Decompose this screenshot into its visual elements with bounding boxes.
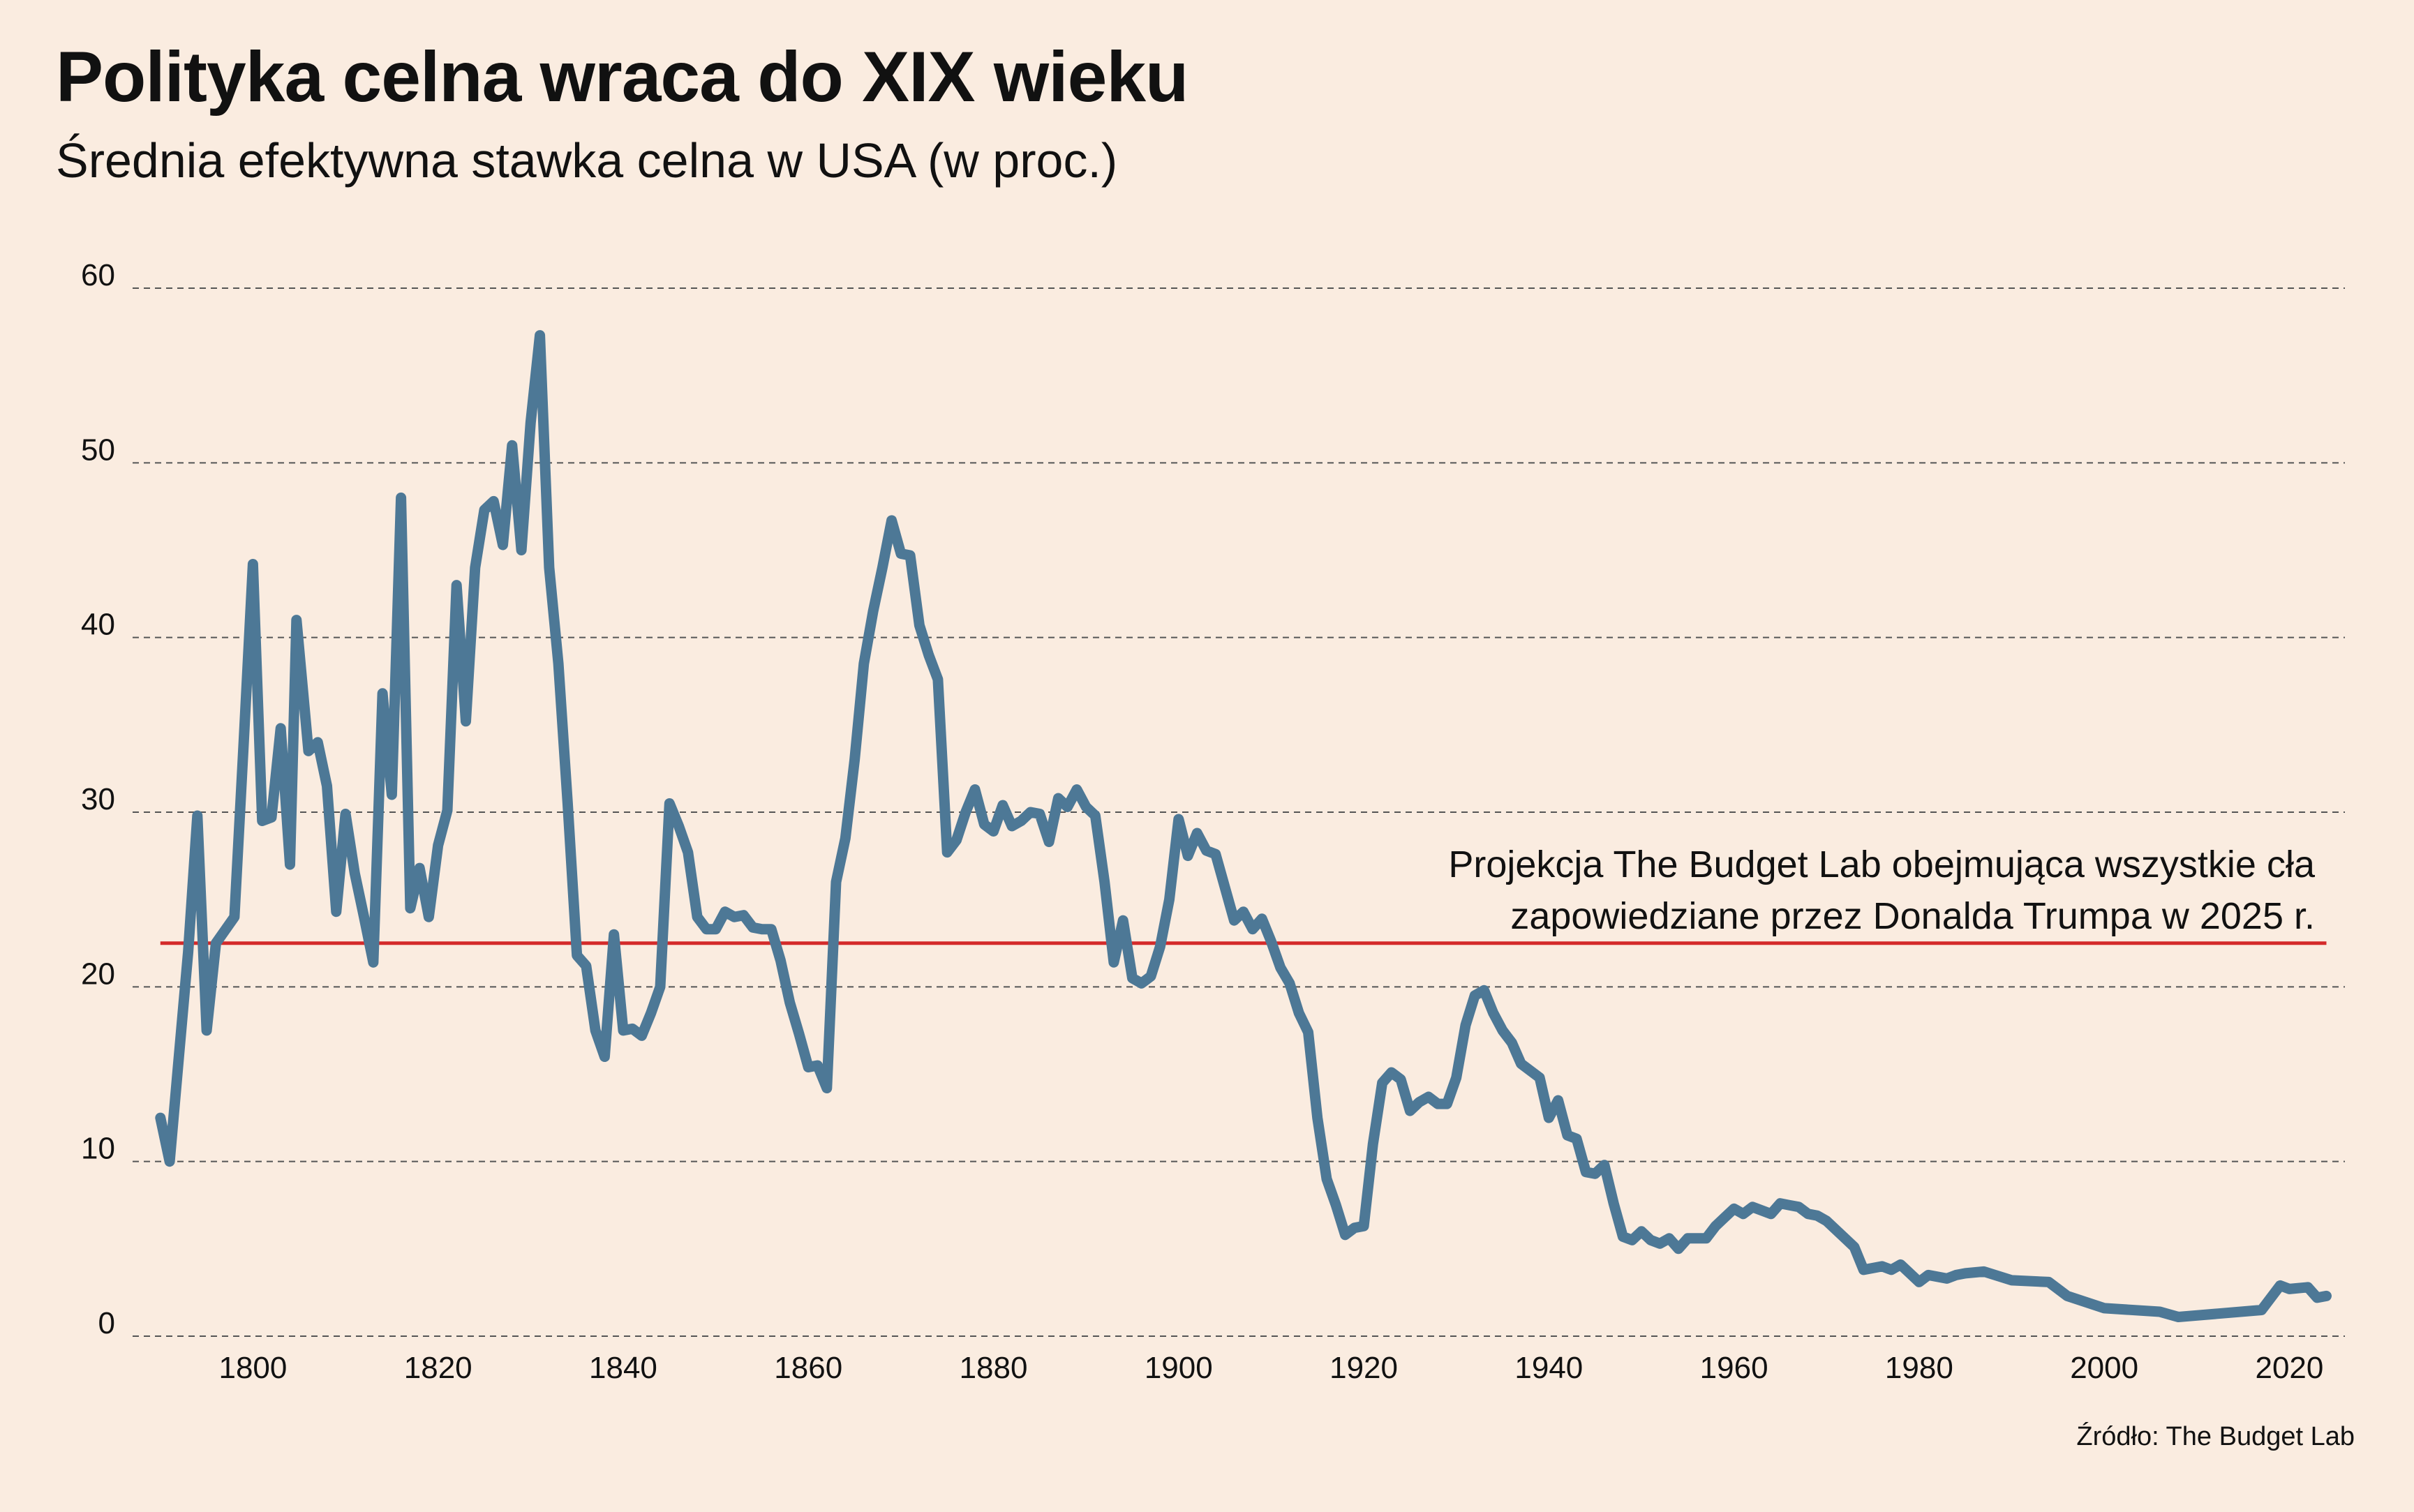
y-axis-ticks: 0 10 20 30 40 50 60 [81,258,115,1340]
tariff-rate-line [155,330,2332,1322]
x-tick-label: 1860 [774,1351,842,1385]
series-layer [155,330,2332,1322]
source-note: Źródło: The Budget Lab [2076,1422,2355,1451]
y-tick-label: 30 [81,782,115,816]
projection-label-line-2: zapowiedziane przez Donalda Trumpa w 202… [1510,895,2315,937]
projection-layer: Projekcja The Budget Lab obejmująca wszy… [160,844,2327,945]
y-tick-label: 10 [81,1132,115,1166]
y-tick-label: 50 [81,433,115,467]
x-tick-label: 2020 [2255,1351,2323,1385]
x-tick-label: 2000 [2070,1351,2138,1385]
x-tick-label: 1820 [404,1351,472,1385]
projection-label-line-1: Projekcja The Budget Lab obejmująca wszy… [1448,844,2316,885]
x-tick-label: 1800 [218,1351,287,1385]
chart-subtitle: Średnia efektywna stawka celna w USA (w … [56,133,1118,188]
gridlines [133,287,2345,1337]
y-tick-label: 20 [81,957,115,991]
x-tick-label: 1960 [1700,1351,1768,1385]
x-tick-label: 1940 [1514,1351,1583,1385]
x-tick-label: 1980 [1885,1351,1953,1385]
x-tick-label: 1880 [960,1351,1028,1385]
y-tick-label: 0 [98,1306,115,1340]
x-tick-label: 1920 [1329,1351,1398,1385]
chart-title: Polityka celna wraca do XIX wieku [56,37,1189,117]
x-axis-ticks: 1800 1820 1840 1860 1880 1900 1920 1940 1960 1980… [218,1351,2323,1385]
y-tick-label: 40 [81,608,115,642]
x-tick-label: 1900 [1145,1351,1213,1385]
y-tick-label: 60 [81,258,115,292]
x-tick-label: 1840 [589,1351,657,1385]
